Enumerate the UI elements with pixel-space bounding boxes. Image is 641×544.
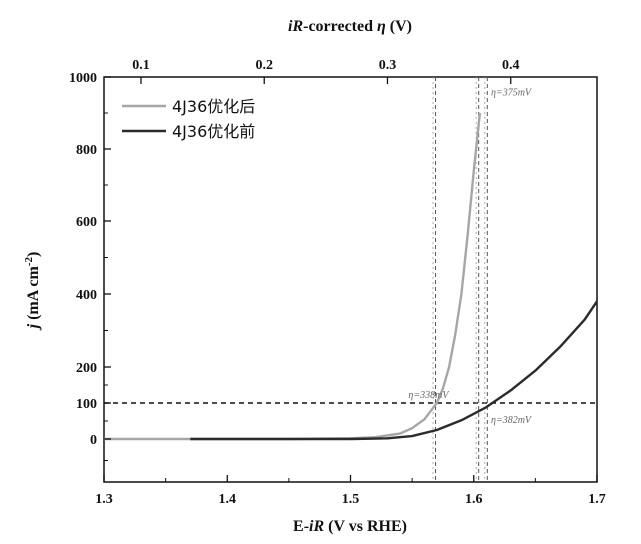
y-axis-label-part-4: ) — [25, 252, 42, 257]
x-axis-label: E-iR (V vs RHE) — [293, 518, 407, 535]
y-axis-label-part-2: (mA cm — [25, 265, 42, 323]
eta-annotation: η=375mV — [491, 87, 533, 98]
legend-label-original: 4J36优化前 — [172, 122, 255, 141]
x-axis-label-part-3: (V vs RHE) — [324, 518, 407, 535]
x2-tick-label: 0.4 — [502, 58, 520, 73]
series-line-2 — [190, 300, 598, 441]
y-tick-label: 800 — [76, 143, 97, 158]
x-tick-label: 1.7 — [588, 492, 606, 507]
eta-annotation: η=338mV — [408, 390, 450, 401]
y-tick-label: 0 — [90, 433, 97, 448]
y-tick-label: 400 — [76, 288, 97, 303]
x2-axis-label-part-4: (V) — [386, 18, 412, 35]
y-tick-label: 600 — [76, 215, 97, 230]
y-tick-label: 200 — [76, 361, 97, 376]
x2-tick-label: 0.3 — [379, 58, 397, 73]
y-tick-label: 1000 — [69, 71, 97, 86]
x2-axis-label-part-3: η — [377, 18, 386, 35]
x-axis-label-part-1: E- — [293, 518, 309, 535]
legend-label-optimized: 4J36优化后 — [172, 97, 255, 116]
x2-tick-label: 0.2 — [255, 58, 273, 73]
x2-tick-label: 0.1 — [132, 58, 150, 73]
x-tick-label: 1.6 — [465, 492, 483, 507]
eta-annotation: η=382mV — [491, 415, 533, 426]
y-axis-label: j (mA cm-2) — [23, 252, 42, 332]
x-tick-label: 1.5 — [342, 492, 360, 507]
x2-axis-label-part-1: iR — [288, 18, 303, 35]
x-axis-label-part-2: iR — [309, 518, 324, 535]
y-tick-label: 100 — [76, 397, 97, 412]
x-tick-label: 1.4 — [219, 492, 237, 507]
y-axis-label-part-3: -2 — [23, 256, 35, 266]
x-tick-label: 1.3 — [95, 492, 113, 507]
legend: 4J36优化后 4J36优化前 — [122, 97, 255, 141]
x2-axis-label: iR-corrected η (V) — [288, 18, 412, 35]
x2-axis-label-part-2: -corrected — [303, 18, 377, 35]
y-axis-label-part-1: j — [25, 323, 42, 331]
